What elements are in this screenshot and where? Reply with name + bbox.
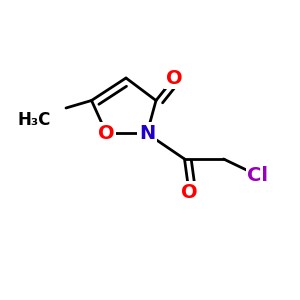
Text: Cl: Cl — [248, 166, 268, 185]
Text: H₃C: H₃C — [18, 111, 51, 129]
Text: O: O — [181, 182, 197, 202]
Text: N: N — [139, 124, 155, 143]
Text: O: O — [98, 124, 115, 143]
Text: O: O — [166, 68, 182, 88]
